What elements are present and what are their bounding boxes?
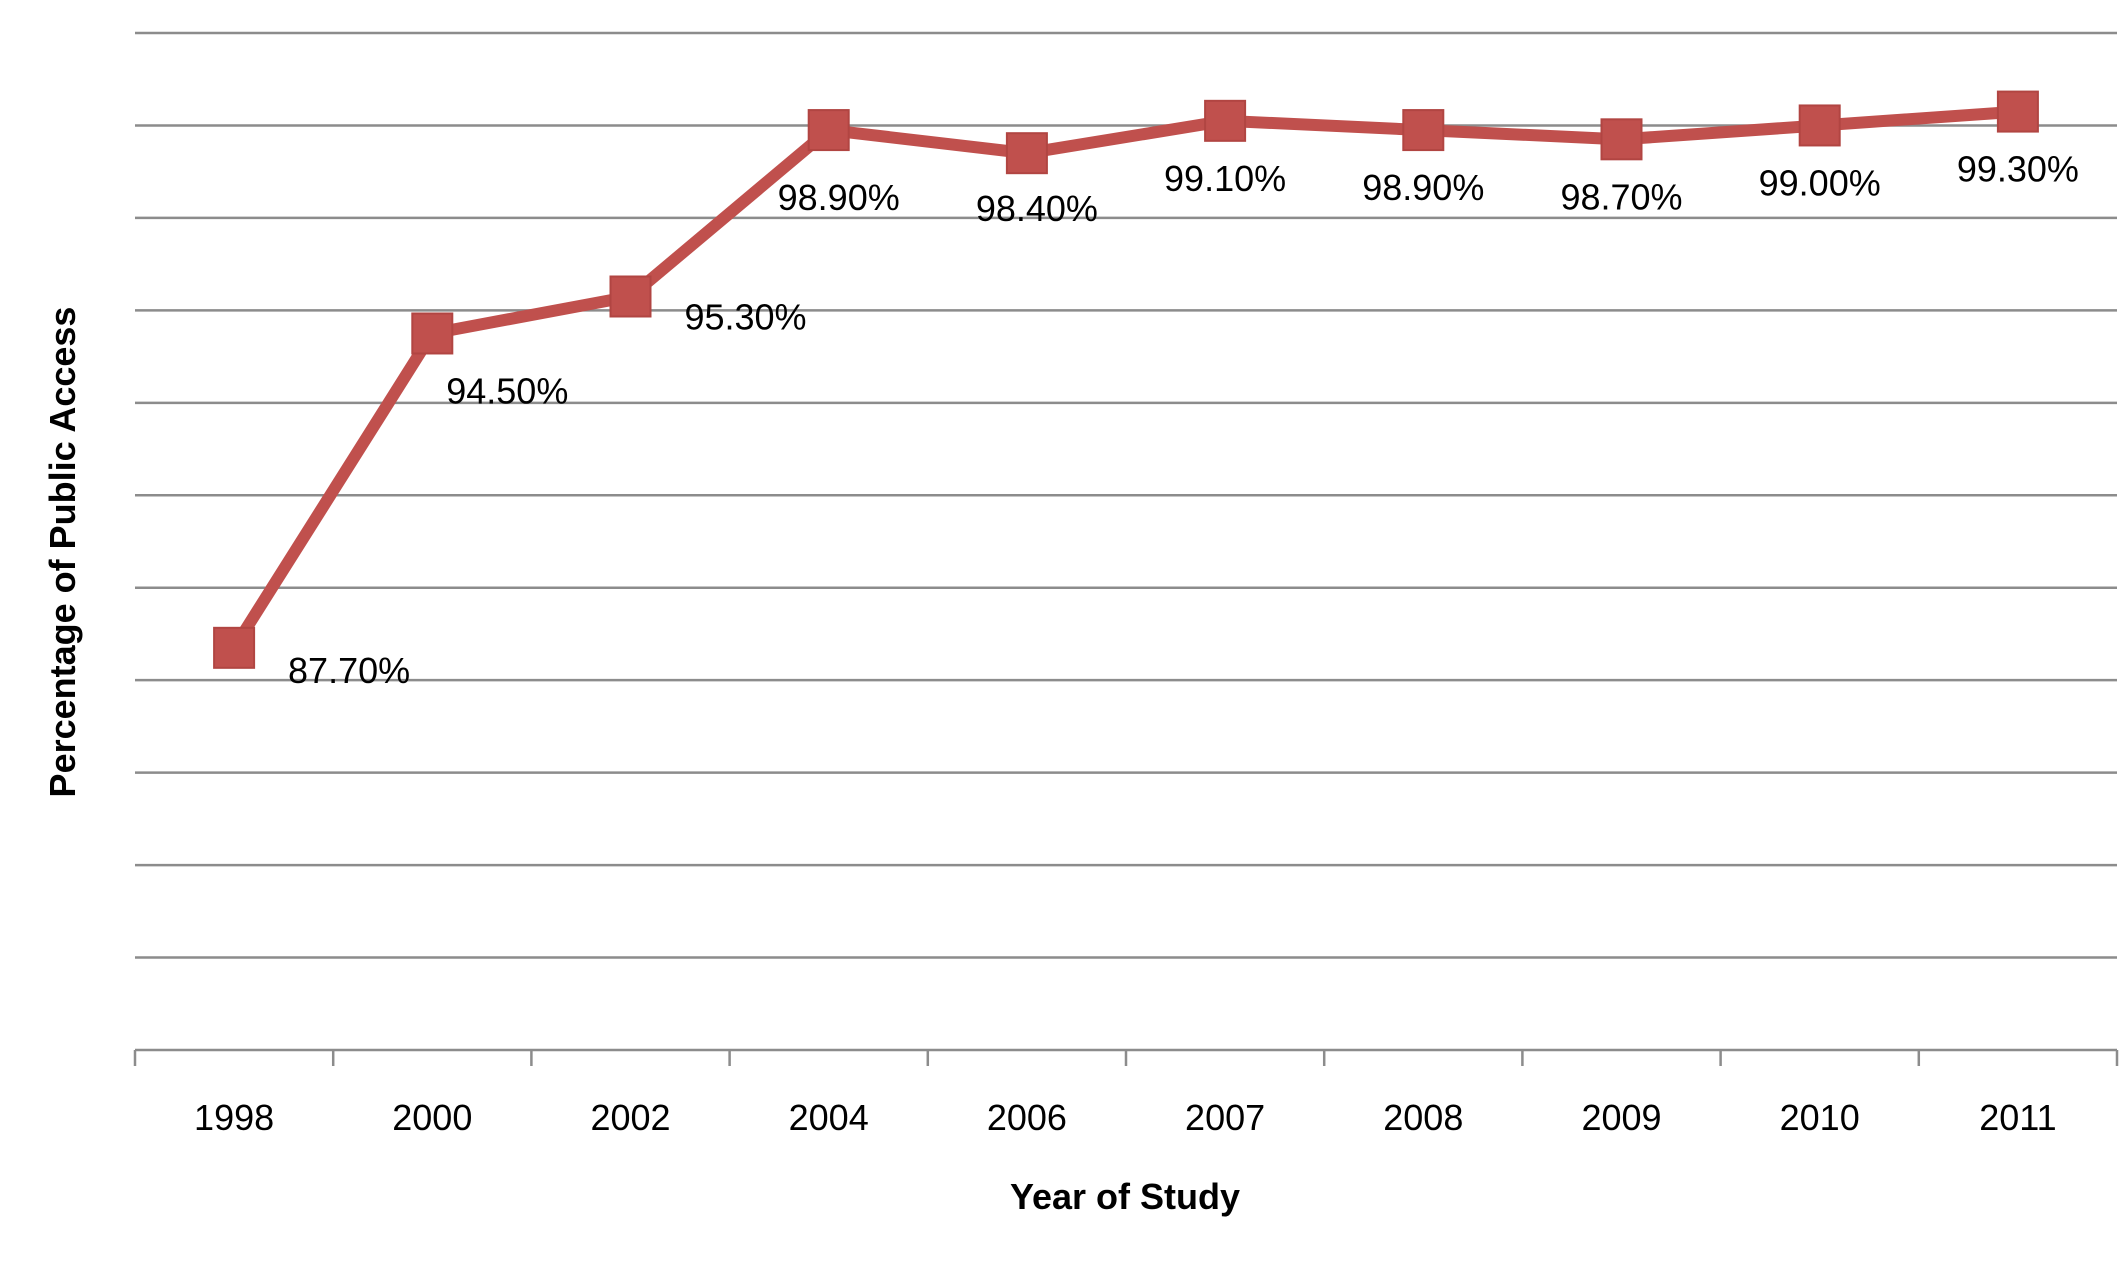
data-label: 87.70% [288,650,410,691]
data-label: 98.70% [1560,176,1682,217]
x-tick-label: 2009 [1581,1097,1661,1138]
data-label: 99.10% [1164,158,1286,199]
x-tick-label: 2010 [1780,1097,1860,1138]
data-label: 99.00% [1759,162,1881,203]
x-tick-label: 2002 [590,1097,670,1138]
data-point-marker [1005,132,1048,175]
data-point-marker [213,626,256,669]
data-point-marker [609,275,652,318]
data-point-marker [1204,99,1247,142]
data-label: 98.90% [778,177,900,218]
x-tick-label: 1998 [194,1097,274,1138]
data-point-marker [1600,118,1643,161]
x-tick-label: 2011 [1979,1097,2056,1138]
data-point-marker [411,312,454,355]
data-label: 94.50% [446,370,568,411]
data-point-marker [1798,104,1841,147]
series-line-layer [228,105,2024,654]
data-labels: 87.70% 94.50% 95.30% 98.90% 98.40% 99.10% 98.9… [288,149,2079,691]
series-markers [213,90,2039,669]
data-label: 99.30% [1957,149,2079,190]
x-axis-title: Year of Study [1010,1176,1240,1217]
data-label: 95.30% [684,296,806,337]
data-point-marker [807,109,850,152]
x-tick-label: 2008 [1383,1097,1463,1138]
data-label: 98.40% [976,188,1098,229]
x-axis: 1998 2000 2002 2004 2006 2007 2008 2009 2010 2011 [133,1048,2119,1138]
x-tick-label: 2004 [789,1097,869,1138]
x-tick-label: 2000 [392,1097,472,1138]
data-label: 98.90% [1362,167,1484,208]
series-line [228,105,2024,654]
x-tick-label: 2007 [1185,1097,1265,1138]
data-point-marker [1996,90,2039,133]
y-axis-title: Percentage of Public Access [42,307,83,798]
x-tick-label: 2006 [987,1097,1067,1138]
data-point-marker [1402,109,1445,152]
